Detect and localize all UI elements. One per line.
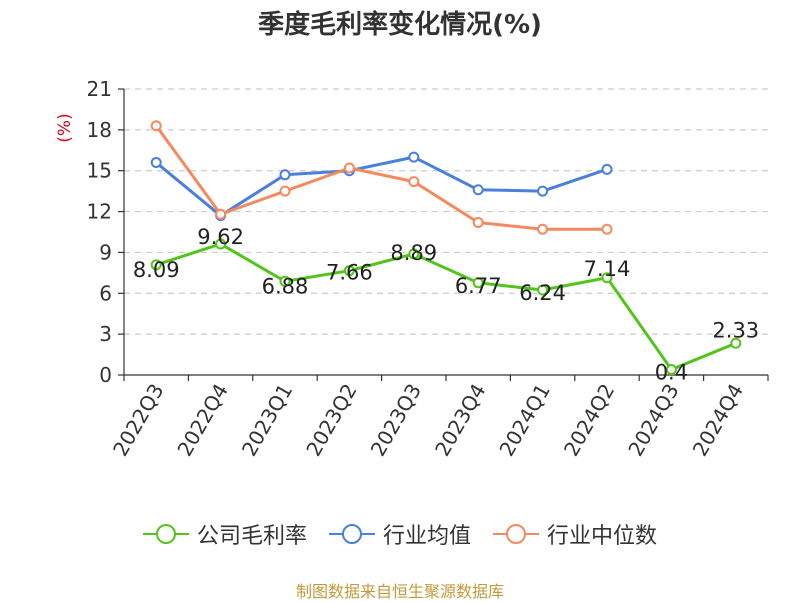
legend-item-company[interactable]: 公司毛利率 bbox=[142, 518, 307, 550]
legend-label-industry-mean: 行业均值 bbox=[382, 524, 471, 549]
y-tick-label: 18 bbox=[87, 118, 112, 142]
y-tick-label: 6 bbox=[99, 281, 112, 305]
x-tick-label: 2024Q4 bbox=[688, 380, 748, 461]
data-point bbox=[537, 185, 549, 197]
x-tick-label: 2022Q3 bbox=[108, 380, 168, 461]
legend-item-industry-median[interactable]: 行业中位数 bbox=[493, 518, 657, 550]
data-point bbox=[472, 277, 484, 289]
series-lines bbox=[150, 120, 742, 376]
x-tick-label: 2023Q2 bbox=[301, 380, 361, 461]
legend-label-company: 公司毛利率 bbox=[196, 524, 307, 549]
y-tick-label: 9 bbox=[99, 240, 112, 264]
series-line bbox=[154, 124, 607, 231]
data-point bbox=[537, 223, 549, 235]
x-tick-label: 2024Q1 bbox=[494, 380, 554, 461]
data-point bbox=[472, 216, 484, 228]
chart-title: 季度毛利率变化情况(%) bbox=[258, 10, 542, 40]
x-tick-label: 2023Q1 bbox=[237, 380, 297, 461]
legend-marker-company bbox=[142, 523, 189, 545]
data-point bbox=[279, 169, 291, 181]
legend-marker-industry-median bbox=[493, 523, 539, 545]
series-line bbox=[155, 155, 608, 218]
source-note: 制图数据来自恒生聚源数据库 bbox=[295, 582, 504, 601]
data-point bbox=[601, 272, 613, 284]
data-point bbox=[408, 176, 420, 188]
data-point bbox=[150, 120, 162, 132]
data-point bbox=[408, 248, 420, 260]
y-tick-label: 15 bbox=[87, 159, 112, 183]
data-point bbox=[215, 208, 227, 220]
data-point bbox=[150, 157, 162, 169]
data-label: 6.24 bbox=[519, 281, 566, 305]
y-axis-label: (%) bbox=[55, 113, 75, 142]
data-point bbox=[215, 238, 227, 250]
y-tick-label: 0 bbox=[99, 363, 112, 387]
data-label: 6.88 bbox=[262, 274, 309, 298]
data-label: 8.89 bbox=[390, 241, 437, 265]
data-label: 8.09 bbox=[133, 258, 180, 282]
legend-marker-industry-mean bbox=[328, 523, 375, 545]
data-label: 0.4 bbox=[655, 361, 688, 385]
data-point bbox=[408, 151, 420, 163]
data-point bbox=[601, 223, 613, 235]
series-line bbox=[155, 242, 737, 372]
legend-item-industry-mean[interactable]: 行业均值 bbox=[328, 518, 471, 550]
data-label: 7.66 bbox=[326, 261, 373, 285]
y-tick-label: 12 bbox=[87, 200, 112, 224]
data-point bbox=[343, 162, 355, 174]
data-label: 6.77 bbox=[455, 274, 502, 298]
data-point bbox=[601, 163, 613, 175]
data-point bbox=[472, 184, 484, 196]
data-point bbox=[343, 265, 355, 277]
data-point bbox=[279, 275, 291, 287]
data-labels: 8.09 9.62 6.88 7.66 8.89 6.77 6.24 7.14 0.4 2.33 bbox=[133, 225, 759, 385]
x-tick-label: 2022Q4 bbox=[172, 380, 232, 461]
x-tick-label: 2023Q4 bbox=[430, 380, 490, 461]
x-tick-label: 2024Q2 bbox=[559, 380, 619, 461]
data-point bbox=[150, 259, 162, 271]
data-label: 7.14 bbox=[584, 257, 631, 281]
x-tick-label: 2023Q3 bbox=[366, 380, 426, 461]
x-tick-label: 2024Q3 bbox=[623, 380, 683, 461]
data-point bbox=[537, 284, 549, 296]
gridlines bbox=[124, 88, 768, 335]
data-label: 9.62 bbox=[197, 225, 244, 249]
y-tick-label: 21 bbox=[87, 77, 112, 101]
legend-label-industry-median: 行业中位数 bbox=[547, 524, 658, 549]
data-point bbox=[665, 364, 677, 376]
data-label: 2.33 bbox=[712, 318, 759, 342]
data-point bbox=[730, 337, 742, 349]
legend: 公司毛利率 行业均值 行业中位数 bbox=[0, 518, 800, 550]
data-point bbox=[279, 185, 291, 197]
y-tick-label: 3 bbox=[99, 322, 112, 346]
